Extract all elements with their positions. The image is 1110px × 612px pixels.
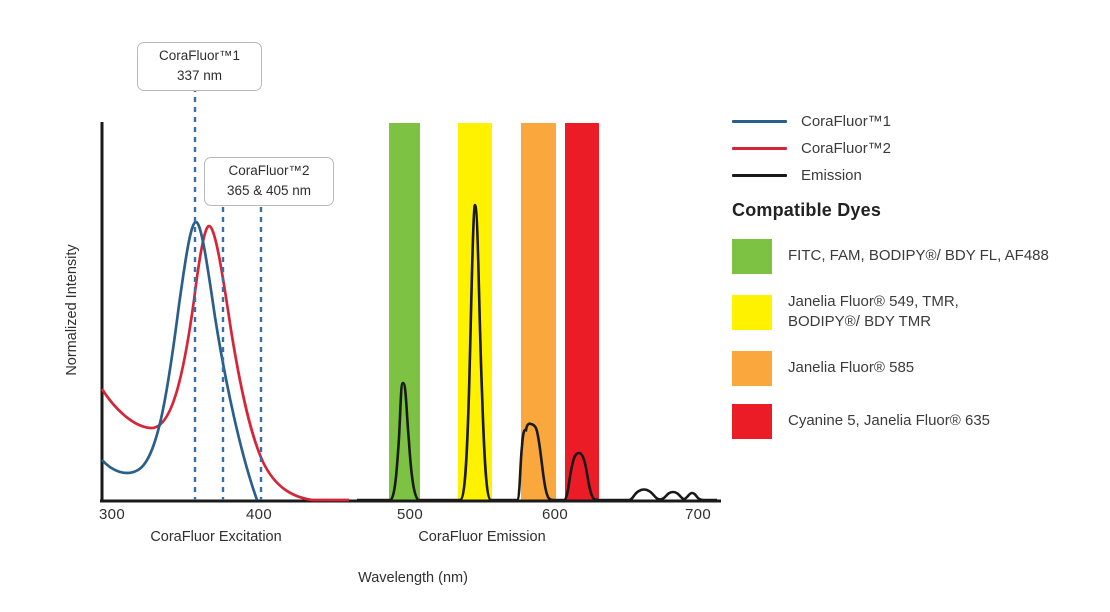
- legend-row-corafluor1: CoraFluor™1: [732, 108, 1104, 135]
- legend-label-corafluor2: CoraFluor™2: [801, 140, 892, 157]
- y-axis-label: Normalized Intensity: [64, 244, 80, 376]
- legend-line-blue-icon: [732, 120, 787, 123]
- dye-bands: [389, 123, 599, 500]
- callout-corafluor1-value: 337 nm: [176, 68, 223, 84]
- legend-label-corafluor1: CoraFluor™1: [801, 113, 892, 130]
- legend: CoraFluor™1 CoraFluor™2 Emission Compati…: [732, 108, 1104, 439]
- dye-row-yellow: Janelia Fluor® 549, TMR, BODIPY®/ BDY TM…: [732, 292, 1104, 333]
- legend-line-black-icon: [732, 174, 787, 177]
- x-tick-600: 600: [542, 506, 568, 523]
- callout-corafluor2-value: 365 & 405 nm: [226, 183, 312, 199]
- dye-label-red: Cyanine 5, Janelia Fluor® 635: [788, 411, 990, 431]
- dye-band-yellow: [458, 123, 492, 500]
- x-tick-700: 700: [685, 506, 711, 523]
- emission-curve: [357, 203, 717, 502]
- legend-label-emission: Emission: [801, 167, 862, 184]
- dye-label-orange: Janelia Fluor® 585: [788, 358, 914, 378]
- x-section-label-excitation: CoraFluor Excitation: [150, 529, 282, 545]
- dye-band-green: [389, 123, 420, 500]
- x-axis-label: Wavelength (nm): [358, 570, 468, 586]
- x-tick-400: 400: [246, 506, 272, 523]
- legend-row-corafluor2: CoraFluor™2: [732, 135, 1104, 162]
- callout-corafluor1: CoraFluor™1 337 nm: [137, 42, 262, 91]
- dye-band-red: [565, 123, 599, 500]
- callout-corafluor1-title: CoraFluor™1: [158, 48, 241, 63]
- red-swatch-icon: [732, 403, 772, 439]
- spectra-chart-canvas: [100, 87, 721, 503]
- x-section-label-emission: CoraFluor Emission: [418, 529, 546, 545]
- dye-label-yellow-line1: Janelia Fluor® 549, TMR,: [788, 293, 959, 310]
- dye-label-yellow-line2: BODIPY®/ BDY TMR: [788, 313, 932, 331]
- dye-row-green: FITC, FAM, BODIPY®/ BDY FL, AF488: [732, 239, 1104, 274]
- orange-swatch-icon: [732, 350, 772, 386]
- legend-row-emission: Emission: [732, 162, 1104, 189]
- dye-label-green-line1: FITC, FAM, BODIPY®/ BDY FL, AF488: [788, 247, 1049, 265]
- callout-corafluor2-title: CoraFluor™2: [228, 163, 310, 178]
- dye-label-red-line1: Cyanine 5, Janelia Fluor® 635: [788, 411, 991, 429]
- marker-lines: [193, 87, 263, 500]
- excitation-curve-corafluor1: [101, 220, 259, 501]
- x-tick-300: 300: [99, 506, 125, 523]
- dye-row-orange: Janelia Fluor® 585: [732, 350, 1104, 386]
- yellow-swatch-icon: [732, 294, 772, 330]
- excitation-curve-corafluor2: [100, 224, 349, 502]
- green-swatch-icon: [732, 239, 772, 274]
- dye-label-orange-line1: Janelia Fluor® 585: [788, 358, 915, 376]
- callout-corafluor2: CoraFluor™2 365 & 405 nm: [204, 157, 334, 206]
- compatible-dyes-heading: Compatible Dyes: [732, 200, 882, 220]
- dye-label-yellow: Janelia Fluor® 549, TMR, BODIPY®/ BDY TM…: [788, 292, 959, 333]
- dye-row-red: Cyanine 5, Janelia Fluor® 635: [732, 403, 1104, 439]
- dye-label-green: FITC, FAM, BODIPY®/ BDY FL, AF488: [788, 246, 1049, 266]
- legend-line-red-icon: [732, 147, 787, 150]
- x-tick-500: 500: [397, 506, 423, 523]
